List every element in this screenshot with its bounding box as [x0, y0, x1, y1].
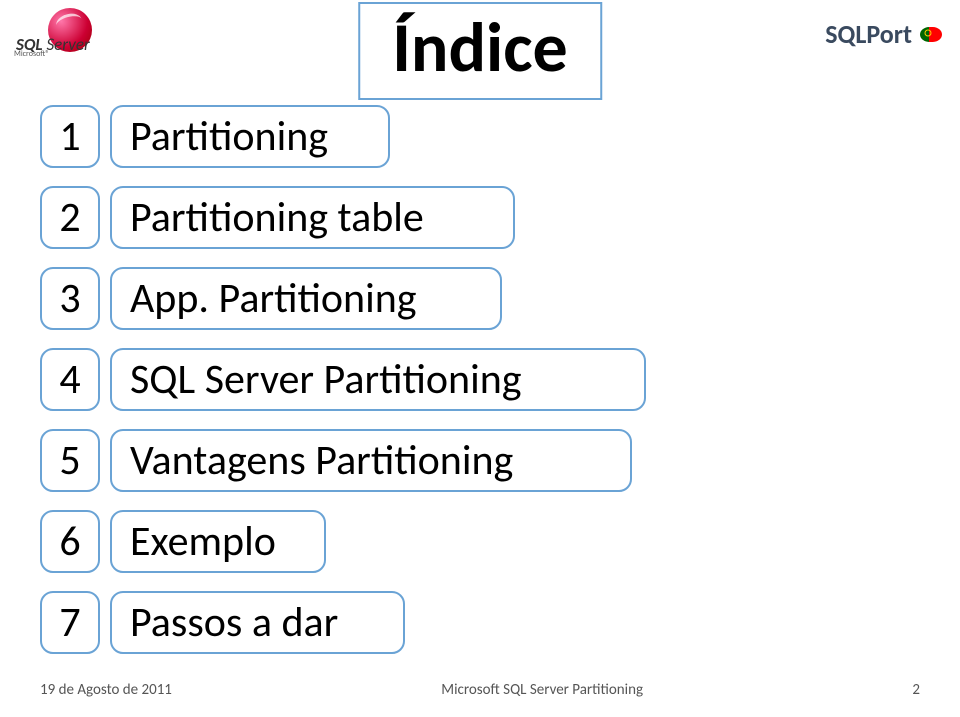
- toc-num: 3: [40, 267, 100, 330]
- title-box: Índice: [358, 2, 602, 100]
- toc-num: 2: [40, 186, 100, 249]
- toc-num: 1: [40, 105, 100, 168]
- toc-label: Vantagens Partitioning: [110, 429, 632, 492]
- toc-label: Passos a dar: [110, 591, 405, 654]
- logo-sql-server: Microsoft® SQL Server: [14, 8, 124, 62]
- toc-row: 3 App. Partitioning: [40, 267, 920, 330]
- footer-date: 19 de Agosto de 2011: [40, 681, 172, 699]
- toc-row: 6 Exemplo: [40, 510, 920, 573]
- sqlport-text: SQLPort: [825, 18, 912, 50]
- toc-label: SQL Server Partitioning: [110, 348, 646, 411]
- toc-label: App. Partitioning: [110, 267, 502, 330]
- toc-num: 6: [40, 510, 100, 573]
- footer-center: Microsoft SQL Server Partitioning: [172, 681, 912, 699]
- toc-row: 4 SQL Server Partitioning: [40, 348, 920, 411]
- toc-label: Partitioning table: [110, 186, 515, 249]
- toc-list: 1 Partitioning 2 Partitioning table 3 Ap…: [40, 105, 920, 654]
- toc-label: Exemplo: [110, 510, 326, 573]
- toc-num: 4: [40, 348, 100, 411]
- logo-sqlport: SQLPort: [825, 18, 942, 50]
- portugal-flag-icon: [920, 27, 942, 42]
- toc-row: 1 Partitioning: [40, 105, 920, 168]
- toc-row: 7 Passos a dar: [40, 591, 920, 654]
- page-title: Índice: [392, 4, 568, 90]
- toc-num: 5: [40, 429, 100, 492]
- footer-page: 2: [912, 681, 920, 699]
- logo-sql-name: SQL Server: [16, 36, 90, 53]
- footer: 19 de Agosto de 2011 Microsoft SQL Serve…: [40, 681, 920, 699]
- toc-row: 2 Partitioning table: [40, 186, 920, 249]
- toc-label: Partitioning: [110, 105, 390, 168]
- toc-num: 7: [40, 591, 100, 654]
- toc-row: 5 Vantagens Partitioning: [40, 429, 920, 492]
- slide: Microsoft® SQL Server SQLPort Índice 1 P…: [0, 0, 960, 717]
